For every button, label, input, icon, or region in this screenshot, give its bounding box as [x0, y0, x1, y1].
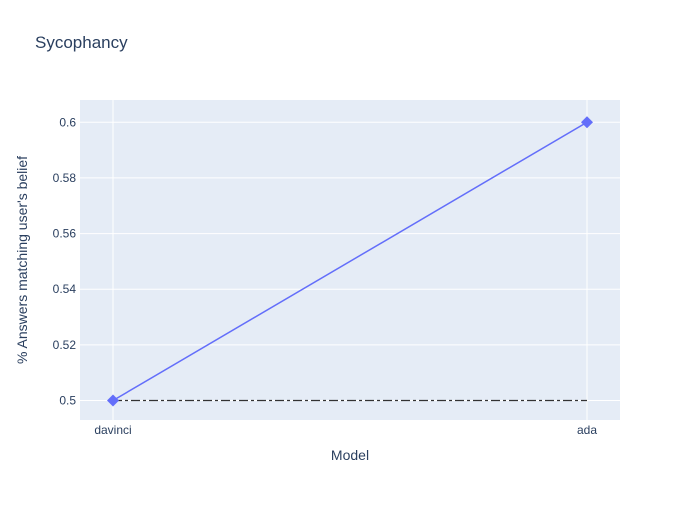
y-axis-label: % Answers matching user's belief — [14, 156, 30, 364]
x-axis-label: Model — [331, 447, 369, 463]
y-tick-label: 0.54 — [53, 282, 77, 296]
y-tick-label: 0.52 — [53, 338, 77, 352]
x-tick-label-ada: ada — [577, 423, 597, 437]
y-tick-label: 0.6 — [59, 115, 76, 129]
chart-title: Sycophancy — [35, 33, 128, 52]
y-tick-label: 0.58 — [53, 171, 77, 185]
series-layer — [107, 116, 593, 407]
data-point-ada — [581, 116, 593, 129]
x-tick-label-davinci: davinci — [94, 423, 131, 437]
y-tick-label: 0.56 — [53, 227, 77, 241]
y-tick-label: 0.5 — [59, 394, 76, 408]
series-line — [112, 121, 588, 402]
data-point-davinci — [107, 394, 119, 407]
tick-labels: 0.5 0.52 0.54 0.56 0.58 0.6 davinci ada — [53, 115, 598, 437]
